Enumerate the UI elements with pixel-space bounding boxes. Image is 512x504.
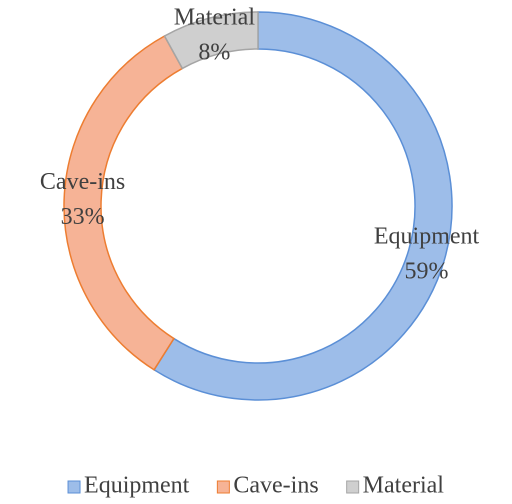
legend: Equipment Cave-ins Material (67, 473, 445, 499)
legend-label: Material (363, 473, 445, 499)
legend-swatch (67, 480, 81, 494)
data-label-value: 59% (405, 258, 449, 284)
legend-item: Cave-ins (216, 473, 319, 499)
legend-swatch (216, 480, 230, 494)
slice (163, 11, 259, 70)
legend-item: Material (346, 473, 445, 499)
data-label-value: 33% (61, 204, 105, 230)
data-label-name: Equipment (374, 223, 480, 249)
slice (153, 11, 453, 401)
donut (63, 11, 453, 401)
slice (63, 34, 184, 371)
data-label-name: Cave-ins (40, 169, 125, 195)
data-label-value: 8% (198, 40, 230, 66)
data-label-name: Material (174, 5, 256, 31)
data-labels: Equipment 59% Cave-ins 33% Material 8% (40, 5, 480, 285)
legend-item: Equipment (67, 473, 190, 499)
legend-label: Equipment (84, 473, 190, 499)
legend-swatch (346, 480, 360, 494)
legend-label: Cave-ins (233, 473, 318, 499)
